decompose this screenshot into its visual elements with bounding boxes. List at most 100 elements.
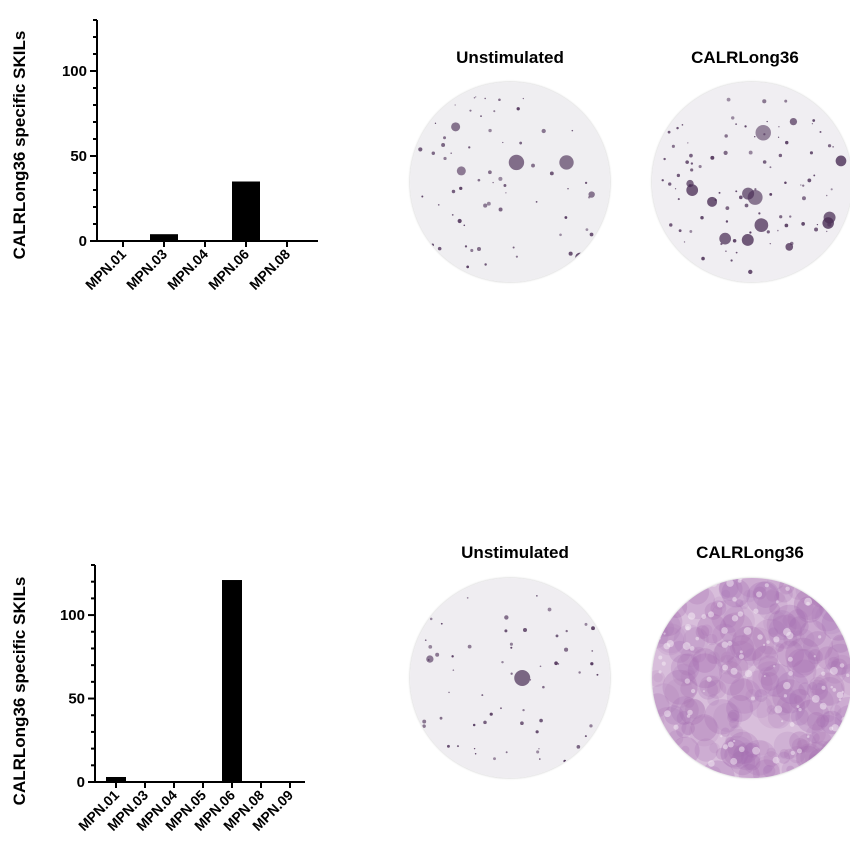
spot bbox=[741, 234, 754, 246]
spot-cloud bbox=[701, 624, 713, 636]
light-patch bbox=[790, 750, 795, 756]
spot-cloud bbox=[811, 600, 843, 632]
spot bbox=[785, 243, 794, 251]
spot bbox=[825, 194, 828, 197]
spot-cloud bbox=[676, 711, 691, 726]
spot-cloud bbox=[789, 616, 809, 636]
spot bbox=[730, 259, 733, 262]
spot bbox=[789, 117, 798, 126]
well-background bbox=[652, 578, 850, 778]
spot-cloud bbox=[738, 763, 760, 778]
spot-cloud bbox=[720, 651, 734, 665]
spot bbox=[431, 151, 436, 155]
spot-cloud bbox=[729, 725, 744, 739]
spot bbox=[529, 679, 532, 681]
spot-cloud bbox=[746, 581, 780, 615]
light-patch bbox=[837, 734, 845, 741]
spot-cloud bbox=[683, 696, 695, 708]
spot bbox=[754, 188, 757, 191]
bottom-bar-mpn01 bbox=[106, 776, 126, 782]
spot bbox=[456, 166, 466, 176]
spot bbox=[451, 189, 456, 194]
spot bbox=[535, 200, 538, 203]
spot-cloud bbox=[729, 718, 740, 729]
spot bbox=[452, 669, 455, 671]
top-bar-mpn03 bbox=[150, 234, 178, 241]
spot-cloud bbox=[714, 641, 736, 663]
spot bbox=[563, 759, 567, 763]
spot-cloud bbox=[791, 737, 808, 754]
spot-cloud bbox=[713, 702, 743, 733]
light-patch bbox=[663, 744, 669, 751]
light-patch bbox=[821, 685, 826, 690]
spot-cloud bbox=[677, 580, 695, 598]
spot-cloud bbox=[745, 688, 760, 703]
light-patch bbox=[831, 724, 839, 732]
spot bbox=[564, 589, 567, 593]
light-patch bbox=[753, 608, 759, 614]
spot bbox=[816, 223, 819, 226]
spot bbox=[428, 644, 433, 649]
spot-cloud bbox=[652, 759, 658, 770]
spot-cloud bbox=[787, 609, 809, 630]
spot bbox=[564, 647, 569, 652]
spot bbox=[459, 186, 463, 191]
spot bbox=[555, 634, 559, 638]
spot bbox=[690, 168, 694, 172]
spot bbox=[480, 115, 482, 117]
spot bbox=[732, 239, 737, 243]
light-patch bbox=[658, 637, 661, 640]
spot-cloud bbox=[697, 613, 727, 644]
spot bbox=[685, 160, 689, 164]
light-patch bbox=[655, 769, 661, 775]
well-image-top-unstimulated bbox=[410, 82, 610, 282]
spot bbox=[498, 98, 501, 102]
spot bbox=[493, 110, 496, 113]
spot-cloud bbox=[695, 625, 710, 639]
spot bbox=[707, 196, 718, 207]
spot bbox=[826, 230, 828, 233]
spot bbox=[676, 173, 681, 178]
spot bbox=[576, 754, 580, 758]
spot bbox=[578, 671, 581, 674]
spot bbox=[681, 124, 684, 126]
spot-cloud bbox=[729, 677, 754, 702]
spot-cloud bbox=[766, 747, 776, 757]
spot bbox=[801, 222, 805, 226]
spot-cloud bbox=[798, 682, 812, 696]
light-patch bbox=[720, 735, 723, 738]
spot-cloud bbox=[816, 646, 840, 670]
light-patch bbox=[762, 643, 766, 646]
spot bbox=[827, 144, 832, 148]
spot bbox=[437, 204, 440, 206]
spot-cloud bbox=[654, 608, 683, 637]
spot-cloud bbox=[719, 612, 754, 647]
light-patch bbox=[682, 642, 691, 650]
spot-cloud bbox=[675, 722, 692, 739]
panel-top: 0 50 100 MPN.01 MPN.03 MPN.04 MPN.06 MPN.08 CAL… bbox=[10, 19, 850, 293]
spot-cloud bbox=[842, 621, 850, 635]
well-title-bottom-unstimulated: Unstimulated bbox=[461, 543, 569, 562]
spot bbox=[504, 615, 509, 620]
spot-cloud bbox=[793, 695, 803, 704]
spot bbox=[725, 206, 730, 210]
spot bbox=[554, 661, 558, 666]
spot bbox=[559, 155, 574, 170]
spot-cloud bbox=[743, 589, 756, 603]
light-patch bbox=[727, 640, 733, 646]
light-patch bbox=[672, 765, 679, 772]
spot-cloud bbox=[741, 739, 777, 776]
spot bbox=[505, 751, 508, 754]
spot bbox=[492, 181, 494, 184]
spot-cloud bbox=[727, 709, 740, 722]
spot-cloud bbox=[769, 603, 781, 615]
spot bbox=[673, 246, 677, 250]
spot-cloud bbox=[806, 724, 826, 745]
spot bbox=[418, 147, 423, 152]
well-background bbox=[410, 578, 610, 778]
spot bbox=[423, 247, 428, 252]
spot bbox=[424, 639, 427, 642]
light-patch bbox=[829, 666, 838, 675]
spot-cloud bbox=[766, 684, 798, 716]
spot bbox=[807, 178, 812, 183]
